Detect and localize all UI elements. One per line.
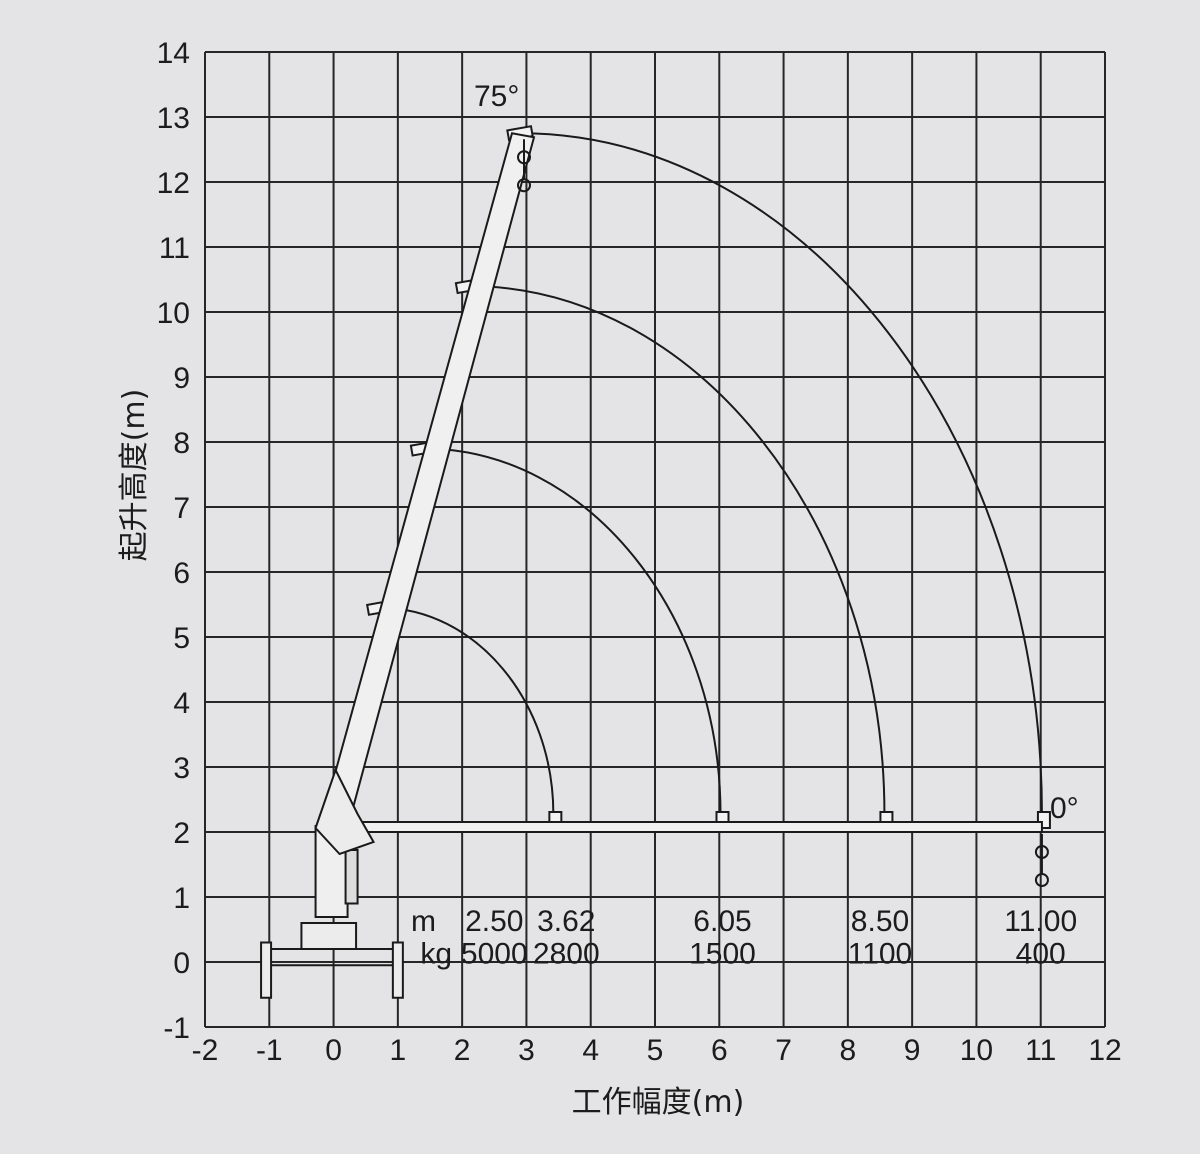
angle-label-75: 75° [474, 80, 519, 113]
x-tick-label: 11 [1025, 1034, 1056, 1067]
y-tick-label: 10 [157, 297, 190, 330]
lift-cylinder [344, 849, 359, 905]
load-value: 1500 [689, 937, 756, 970]
boom-lowered [322, 821, 1043, 833]
boom-arc-3 [468, 285, 886, 815]
boom-knuckle [314, 767, 376, 856]
y-tick-label: 1 [173, 882, 190, 915]
x-tick-label: 6 [711, 1034, 728, 1067]
x-tick-label: 1 [390, 1034, 407, 1067]
y-tick-label: -1 [163, 1012, 190, 1045]
load-value: 5000 [461, 937, 528, 970]
x-tick-label: 5 [647, 1034, 664, 1067]
y-tick-label: 8 [173, 427, 190, 460]
hook-lowered-block [1034, 845, 1049, 859]
axis-ticks: -2 -1 0 1 2 3 4 5 6 7 8 9 10 11 12-1012345678910111213… [157, 37, 1122, 1067]
y-tick-label: 12 [157, 167, 190, 200]
y-tick-label: 5 [173, 622, 190, 655]
y-tick-label: 4 [173, 687, 190, 720]
hook-raised [517, 178, 531, 193]
y-tick-label: 13 [157, 102, 190, 135]
boom-arc-2 [423, 447, 722, 815]
radius-value: 2.50 [465, 905, 523, 938]
radius-value: 3.62 [537, 905, 595, 938]
load-value: 2800 [533, 937, 600, 970]
y-tick-label: 7 [173, 492, 190, 525]
x-tick-label: 3 [518, 1034, 535, 1067]
x-axis-title: 工作幅度(m) [572, 1085, 745, 1120]
x-tick-label: -1 [256, 1034, 283, 1067]
boom-arc-4 [519, 132, 1043, 815]
y-tick-label: 2 [173, 817, 190, 850]
x-tick-label: 8 [840, 1034, 857, 1067]
y-tick-label: 9 [173, 362, 190, 395]
angle-label-0: 0° [1050, 792, 1079, 825]
crane-turret [300, 922, 358, 950]
x-tick-label: -2 [192, 1034, 219, 1067]
y-axis-title: 起升高度(m) [117, 389, 152, 562]
x-tick-label: 2 [454, 1034, 471, 1067]
outrigger-leg [260, 941, 273, 999]
radius-value: 6.05 [693, 905, 751, 938]
x-tick-label: 10 [960, 1034, 993, 1067]
outrigger-leg [391, 941, 404, 999]
hook-lowered [1034, 873, 1049, 887]
radius-value: 11.00 [1004, 905, 1077, 938]
x-tick-label: 12 [1088, 1034, 1121, 1067]
radius-value: 8.50 [851, 905, 909, 938]
crane-drawing [260, 132, 1049, 999]
y-tick-label: 3 [173, 752, 190, 785]
hook-raised-block [517, 150, 531, 165]
x-tick-label: 0 [325, 1034, 342, 1067]
load-value: 1100 [848, 937, 913, 970]
x-tick-label: 7 [775, 1034, 792, 1067]
x-tick-label: 4 [582, 1034, 599, 1067]
boom-arc-1 [379, 606, 555, 815]
load-value: 400 [1016, 937, 1066, 970]
y-tick-label: 14 [157, 37, 190, 70]
y-tick-label: 11 [159, 232, 190, 265]
load-unit-label: kg [420, 937, 452, 970]
y-tick-label: 0 [173, 947, 190, 980]
grid [204, 51, 1106, 1028]
x-tick-label: 9 [904, 1034, 921, 1067]
radius-unit-label: m [411, 905, 436, 938]
y-tick-label: 6 [173, 557, 190, 590]
